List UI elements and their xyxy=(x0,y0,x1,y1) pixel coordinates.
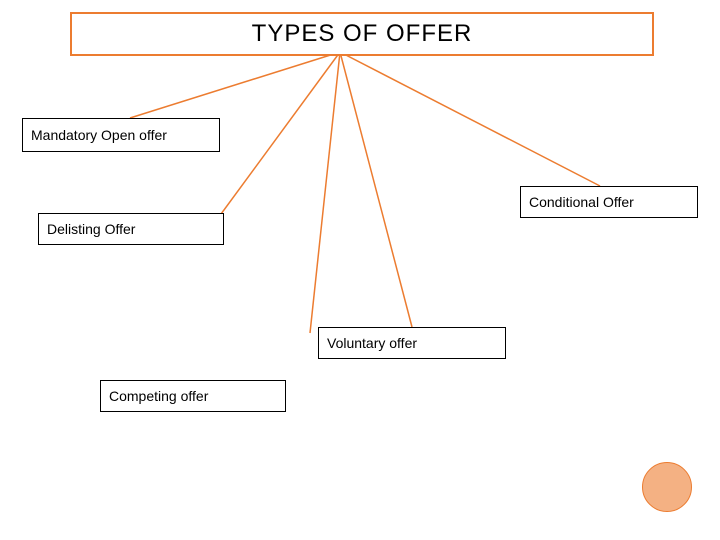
node-label: Conditional Offer xyxy=(529,194,634,210)
node-label: Competing offer xyxy=(109,388,208,404)
node-competing: Competing offer xyxy=(100,380,286,412)
node-label: Delisting Offer xyxy=(47,221,135,237)
node-conditional: Conditional Offer xyxy=(520,186,698,218)
connector-lines xyxy=(0,0,720,540)
node-mandatory: Mandatory Open offer xyxy=(22,118,220,152)
node-delisting: Delisting Offer xyxy=(38,213,224,245)
node-label: Mandatory Open offer xyxy=(31,127,167,143)
accent-circle-icon xyxy=(642,462,692,512)
title-box: TYPES OF OFFER xyxy=(70,12,654,56)
diagram-title: TYPES OF OFFER xyxy=(252,20,473,48)
node-voluntary: Voluntary offer xyxy=(318,327,506,359)
node-label: Voluntary offer xyxy=(327,335,417,351)
